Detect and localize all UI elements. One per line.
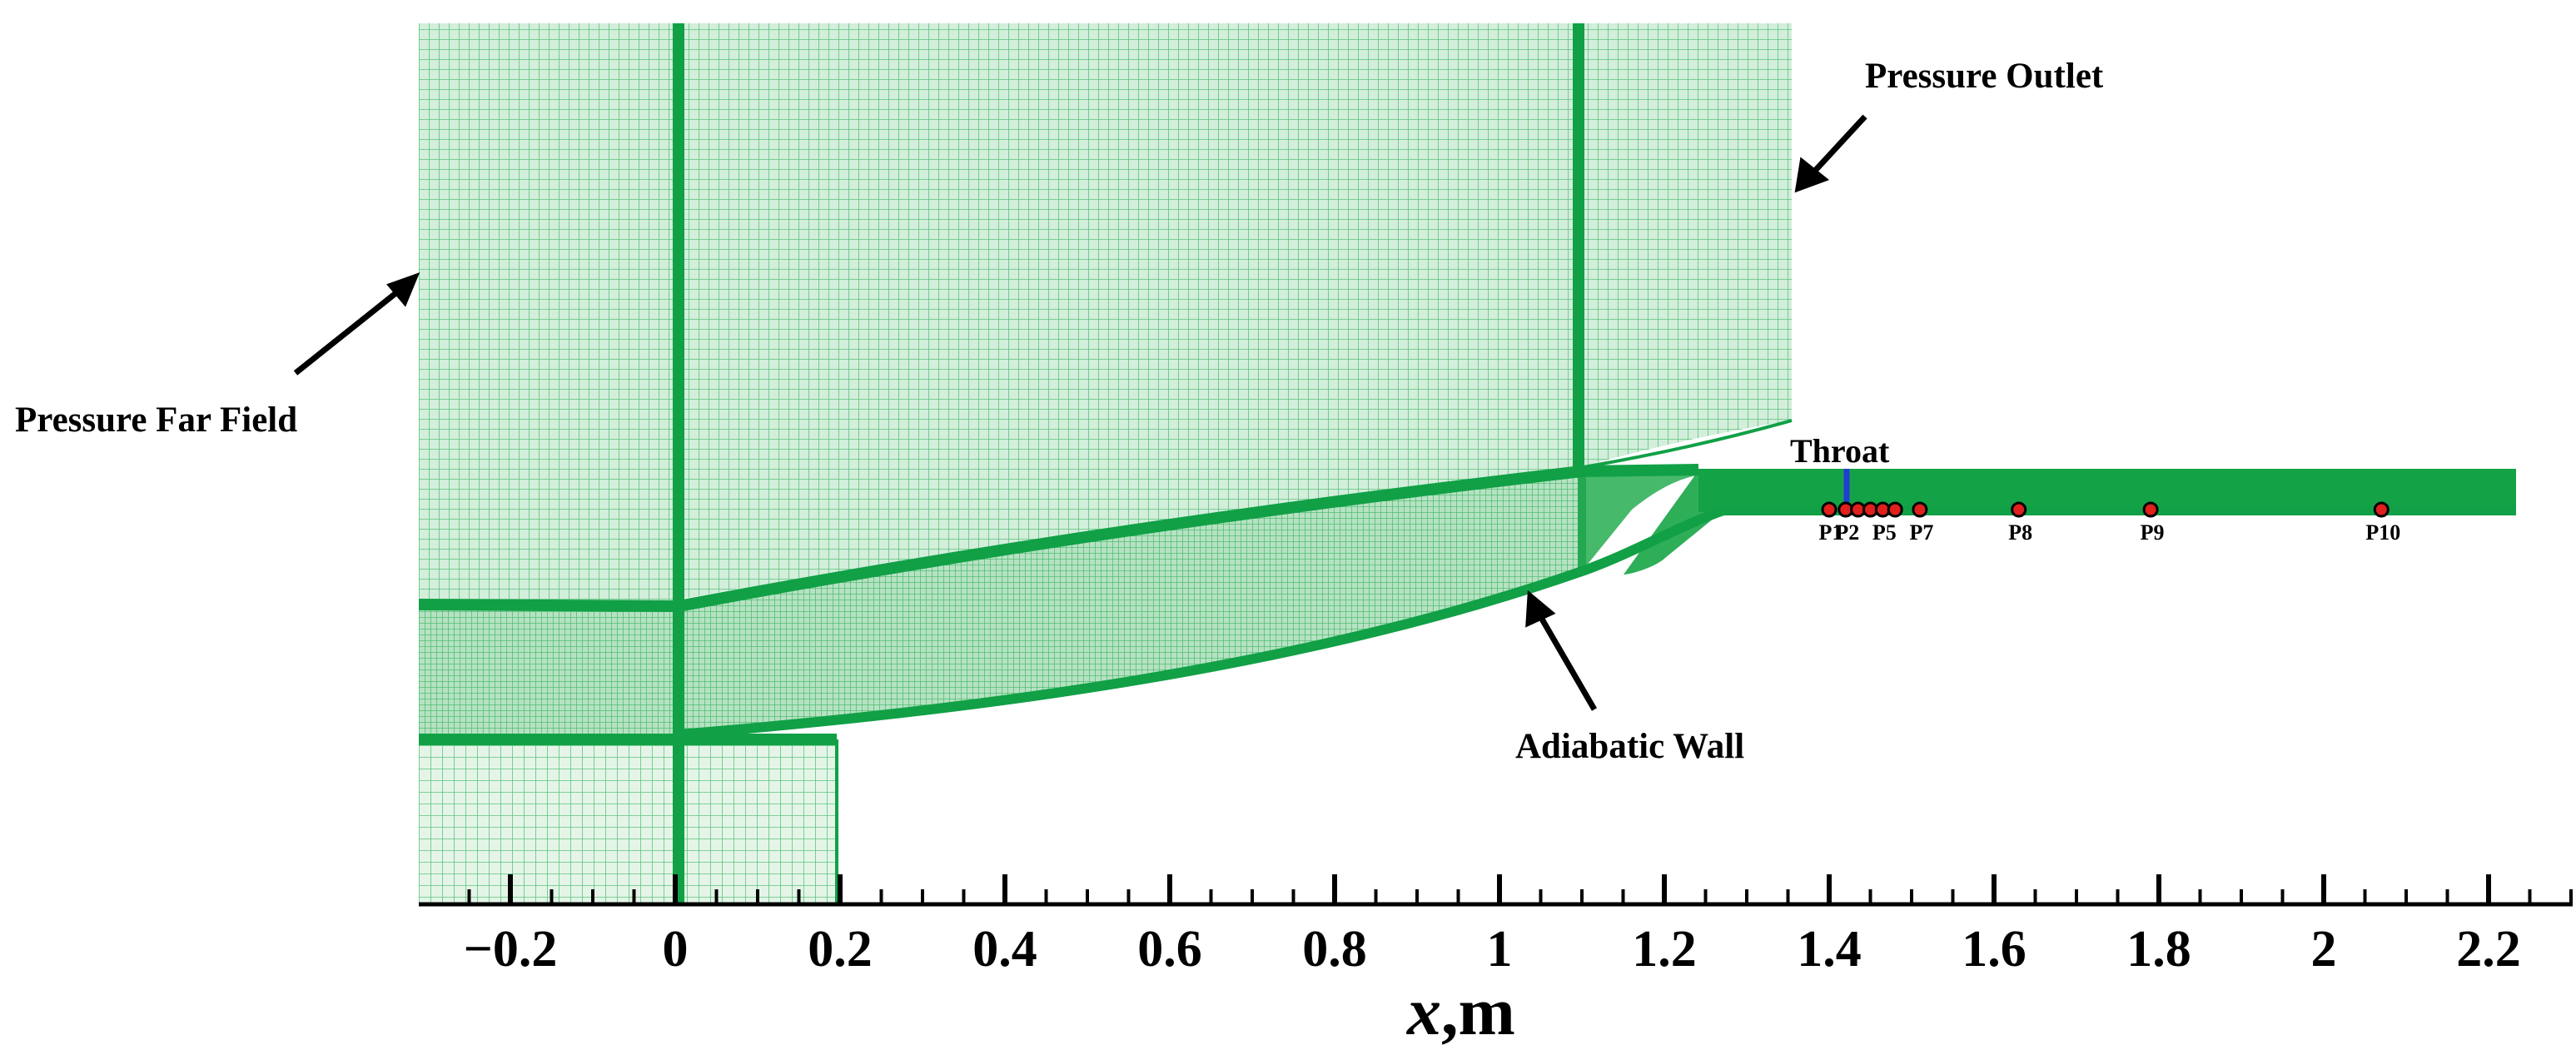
x-tick-label: 0.8 — [1302, 921, 1367, 978]
mesh-regions — [419, 23, 2516, 904]
mesh-converging-block — [1582, 470, 1715, 571]
block-boundaries — [418, 23, 2516, 904]
mesh-nozzle-block — [679, 473, 1582, 734]
mesh-left-block — [419, 23, 679, 605]
probe-label-p1: P1 — [1819, 520, 1843, 545]
x-tick-label: 0.2 — [808, 921, 873, 978]
mesh-upper-main-block — [679, 23, 1792, 600]
far-field-arrow — [293, 289, 400, 376]
x-tick-label: 0.6 — [1137, 921, 1202, 978]
x-axis-label-unit: ,m — [1441, 973, 1515, 1049]
probe-p9 — [2142, 501, 2159, 518]
adiabatic-wall-label: Adiabatic Wall — [1515, 727, 1744, 766]
x-tick-label: 1.2 — [1632, 921, 1697, 978]
outlet-arrow-head — [1794, 157, 1830, 193]
probe-label-p8: P8 — [2008, 520, 2032, 545]
probe-label-p7: P7 — [1909, 520, 1933, 545]
x-tick-label: 1.8 — [2126, 921, 2191, 978]
mesh-throat-transition — [1624, 470, 1798, 575]
probe-label-p9: P9 — [2141, 520, 2165, 545]
boundary-upper-wall — [418, 464, 1699, 613]
x-axis-label-var: x — [1406, 973, 1441, 1049]
probe-label-p5: P5 — [1872, 520, 1897, 545]
probe-p10 — [2373, 501, 2390, 518]
probe-p1 — [1821, 501, 1838, 518]
wall-arrow — [1537, 615, 1598, 711]
mesh-left-middle-block — [419, 605, 679, 741]
x-tick-label: 0.4 — [972, 921, 1037, 978]
x-tick-label: 1 — [1487, 921, 1513, 978]
pressure-far-field-label: Pressure Far Field — [15, 401, 297, 440]
outlet-arrow — [1813, 114, 1867, 173]
x-axis: −0.2 0 0.2 0.4 0.6 0.8 1 1.2 1.4 1.6 1.8 2 2.2 — [419, 874, 2573, 978]
x-tick-label: 2 — [2311, 921, 2337, 978]
pressure-outlet-label: Pressure Outlet — [1865, 57, 2104, 96]
wall-arrow-head — [1525, 590, 1556, 628]
x-tick-label: 0 — [663, 921, 689, 978]
probe-p8 — [2011, 501, 2027, 518]
x-tick-label: 2.2 — [2456, 921, 2521, 978]
mesh-inlet-bottom-block — [679, 741, 837, 904]
probe-p6 — [1887, 501, 1903, 518]
probe-label-p10: P10 — [2365, 520, 2400, 545]
boundary-far-field-line — [1578, 419, 1793, 470]
adiabatic-wall-line — [678, 505, 2516, 739]
annotation-arrows — [293, 114, 1867, 711]
x-tick-label: −0.2 — [464, 921, 558, 978]
x-axis-label: x,m — [1406, 973, 1515, 1049]
probe-label-p2: P2 — [1835, 520, 1859, 545]
far-field-arrow-head — [386, 272, 420, 307]
x-tick-label: 1.6 — [1962, 921, 2026, 978]
x-tick-label: 1.4 — [1797, 921, 1862, 978]
mesh-left-bottom-block — [419, 741, 679, 904]
throat-label: Throat — [1790, 432, 1890, 470]
probe-p7 — [1912, 501, 1928, 518]
